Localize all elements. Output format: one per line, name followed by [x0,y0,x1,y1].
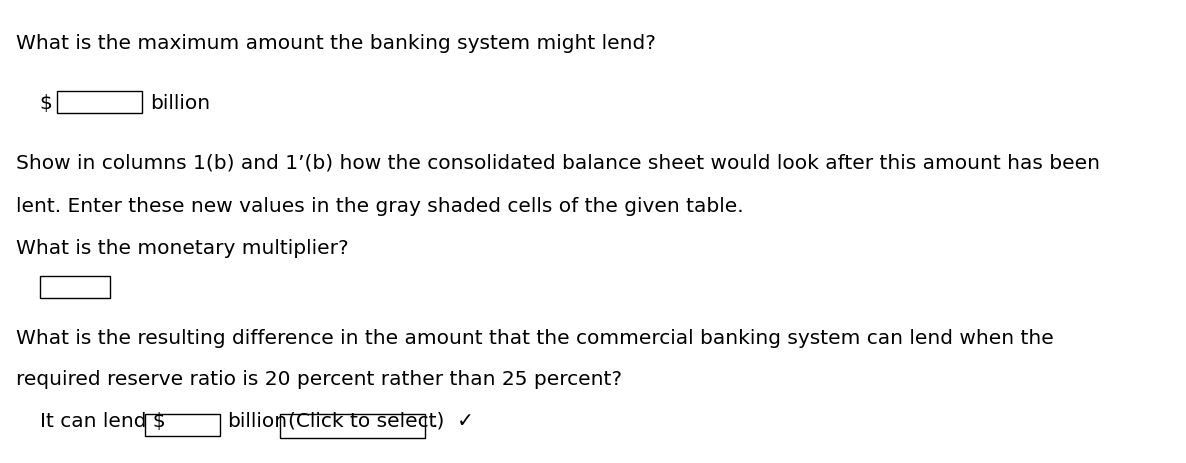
Text: lent. Enter these new values in the gray shaded cells of the given table.: lent. Enter these new values in the gray… [17,197,744,216]
Text: .: . [433,411,439,430]
Text: billion: billion [151,94,210,113]
Text: Show in columns 1(b) and 1’(b) how the consolidated balance sheet would look aft: Show in columns 1(b) and 1’(b) how the c… [17,153,1101,172]
FancyBboxPatch shape [39,276,110,298]
Text: required reserve ratio is 20 percent rather than 25 percent?: required reserve ratio is 20 percent rat… [17,369,623,388]
Text: It can lend $: It can lend $ [39,411,165,430]
Text: What is the maximum amount the banking system might lend?: What is the maximum amount the banking s… [17,34,656,53]
Text: (Click to select)  ✓: (Click to select) ✓ [288,411,473,430]
FancyBboxPatch shape [57,92,142,114]
Text: What is the monetary multiplier?: What is the monetary multiplier? [17,238,349,257]
FancyBboxPatch shape [145,414,221,436]
Text: What is the resulting difference in the amount that the commercial banking syste: What is the resulting difference in the … [17,328,1054,347]
FancyBboxPatch shape [280,414,426,438]
Text: $: $ [39,94,52,113]
Text: billion: billion [228,411,287,430]
